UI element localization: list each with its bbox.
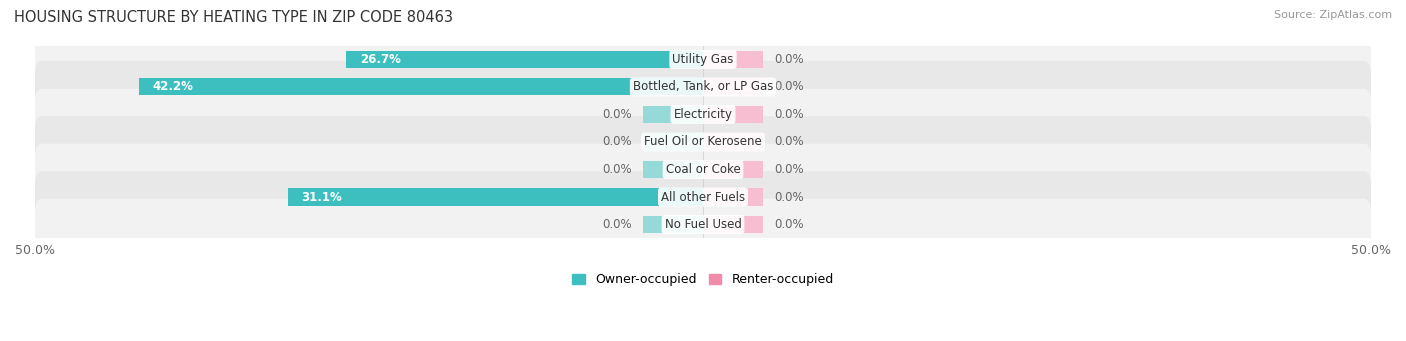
Legend: Owner-occupied, Renter-occupied: Owner-occupied, Renter-occupied	[572, 273, 834, 286]
Bar	[703, 51, 763, 68]
Text: 0.0%: 0.0%	[773, 135, 803, 148]
Text: 0.0%: 0.0%	[603, 218, 633, 231]
Bar	[643, 133, 703, 150]
Text: 0.0%: 0.0%	[773, 163, 803, 176]
Text: 0.0%: 0.0%	[773, 53, 803, 66]
Text: 26.7%: 26.7%	[360, 53, 401, 66]
FancyBboxPatch shape	[35, 116, 1371, 168]
Bar	[643, 216, 703, 233]
Text: Coal or Coke: Coal or Coke	[665, 163, 741, 176]
Text: HOUSING STRUCTURE BY HEATING TYPE IN ZIP CODE 80463: HOUSING STRUCTURE BY HEATING TYPE IN ZIP…	[14, 10, 453, 25]
Bar	[346, 51, 703, 68]
Text: 42.2%: 42.2%	[153, 80, 194, 93]
Bar	[703, 78, 763, 95]
Text: No Fuel Used: No Fuel Used	[665, 218, 741, 231]
Text: 31.1%: 31.1%	[301, 191, 342, 204]
Text: 0.0%: 0.0%	[603, 163, 633, 176]
Bar	[643, 161, 703, 178]
Text: All other Fuels: All other Fuels	[661, 191, 745, 204]
Bar	[703, 161, 763, 178]
FancyBboxPatch shape	[35, 199, 1371, 250]
Bar	[139, 78, 703, 95]
Text: 0.0%: 0.0%	[773, 80, 803, 93]
FancyBboxPatch shape	[35, 171, 1371, 223]
Text: Source: ZipAtlas.com: Source: ZipAtlas.com	[1274, 10, 1392, 20]
Text: 0.0%: 0.0%	[603, 135, 633, 148]
FancyBboxPatch shape	[35, 61, 1371, 113]
Bar	[703, 189, 763, 206]
Bar	[643, 106, 703, 123]
Text: Utility Gas: Utility Gas	[672, 53, 734, 66]
Text: Bottled, Tank, or LP Gas: Bottled, Tank, or LP Gas	[633, 80, 773, 93]
Text: Fuel Oil or Kerosene: Fuel Oil or Kerosene	[644, 135, 762, 148]
Text: Electricity: Electricity	[673, 108, 733, 121]
Text: 0.0%: 0.0%	[603, 108, 633, 121]
Text: 0.0%: 0.0%	[773, 191, 803, 204]
Bar	[287, 189, 703, 206]
Text: 0.0%: 0.0%	[773, 108, 803, 121]
Text: 0.0%: 0.0%	[773, 218, 803, 231]
FancyBboxPatch shape	[35, 33, 1371, 85]
Bar	[703, 133, 763, 150]
Bar	[703, 216, 763, 233]
FancyBboxPatch shape	[35, 89, 1371, 140]
Bar	[703, 106, 763, 123]
FancyBboxPatch shape	[35, 144, 1371, 195]
